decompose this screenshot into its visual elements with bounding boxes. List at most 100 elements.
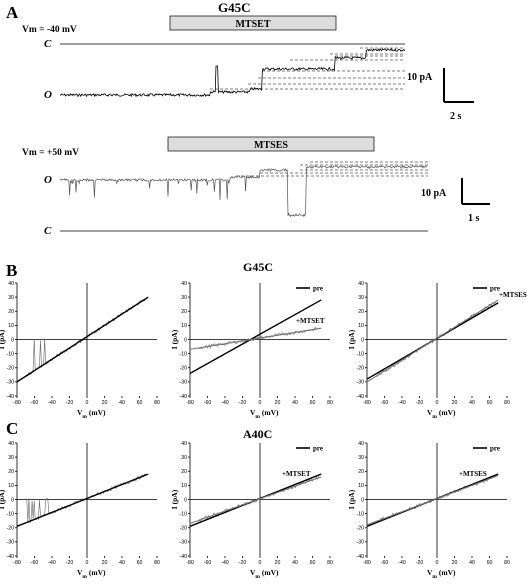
x-tick-label: 80 bbox=[327, 400, 333, 406]
series-line-pre bbox=[189, 299, 322, 375]
x-axis-label: Vm (mV) bbox=[77, 568, 106, 580]
y-tick-label: 40 bbox=[358, 281, 364, 287]
x-tick-label: 20 bbox=[102, 400, 108, 406]
x-tick-label: -40 bbox=[48, 400, 56, 406]
scale-label-y-2: 10 pA bbox=[421, 188, 447, 199]
x-tick-label: -80 bbox=[186, 400, 194, 406]
x-tick-label: -60 bbox=[204, 560, 212, 566]
x-tick-label: 20 bbox=[275, 560, 281, 566]
panel-label-c: C bbox=[6, 419, 18, 438]
series-line-iv bbox=[16, 473, 149, 527]
x-tick-label: 40 bbox=[469, 560, 475, 566]
x-tick-label: 40 bbox=[469, 400, 475, 406]
y-tick-label: -10 bbox=[357, 511, 365, 517]
y-tick-label: 30 bbox=[8, 455, 14, 461]
x-tick-label: -40 bbox=[398, 400, 406, 406]
y-tick-label: -40 bbox=[180, 394, 188, 400]
x-tick-label: 80 bbox=[154, 400, 160, 406]
x-axis-label: Vm (mV) bbox=[77, 408, 106, 420]
x-tick-label: 40 bbox=[292, 400, 298, 406]
x-tick-label: 60 bbox=[310, 560, 316, 566]
y-tick-label: 40 bbox=[358, 441, 364, 447]
open-label-1: O bbox=[44, 89, 52, 101]
y-axis-label: I (pA) bbox=[170, 489, 179, 509]
current-trace-1 bbox=[59, 47, 406, 98]
y-tick-label: 20 bbox=[8, 309, 14, 315]
vm-label-2: Vm = +50 mV bbox=[22, 148, 79, 158]
x-tick-label: 60 bbox=[137, 560, 143, 566]
x-tick-label: -40 bbox=[398, 560, 406, 566]
legend-mtset: +MTSET bbox=[282, 470, 311, 478]
x-tick-label: -20 bbox=[66, 400, 74, 406]
y-tick-label: 20 bbox=[181, 469, 187, 475]
x-tick-label: -20 bbox=[416, 400, 424, 406]
series-line-mtset bbox=[189, 327, 322, 350]
y-tick-label: 10 bbox=[181, 483, 187, 489]
y-tick-label: 10 bbox=[8, 323, 14, 329]
y-tick-label: -10 bbox=[180, 351, 188, 357]
panel-b-title: G45C bbox=[243, 260, 273, 274]
y-tick-label: -30 bbox=[357, 380, 365, 386]
x-tick-label: -40 bbox=[221, 560, 229, 566]
y-tick-label: 40 bbox=[181, 281, 187, 287]
legend-mtses: +MTSES bbox=[499, 291, 527, 299]
x-tick-label: 20 bbox=[102, 560, 108, 566]
y-tick-label: -20 bbox=[180, 366, 188, 372]
mtses-application-bar bbox=[167, 136, 375, 152]
series-line-mtset bbox=[189, 476, 322, 525]
y-tick-label: -30 bbox=[7, 540, 15, 546]
y-tick-label: -10 bbox=[180, 511, 188, 517]
y-tick-label: -30 bbox=[180, 380, 188, 386]
x-tick-label: 80 bbox=[504, 560, 510, 566]
x-axis-label: Vm (mV) bbox=[427, 568, 456, 580]
y-tick-label: 0 bbox=[184, 497, 187, 503]
x-tick-label: 40 bbox=[119, 400, 125, 406]
y-tick-label: 30 bbox=[181, 455, 187, 461]
y-tick-label: 10 bbox=[358, 483, 364, 489]
y-tick-label: 10 bbox=[358, 323, 364, 329]
x-tick-label: -60 bbox=[31, 400, 39, 406]
x-tick-label: 40 bbox=[292, 560, 298, 566]
panel-label-a: A bbox=[6, 3, 19, 22]
closed-label-2: C bbox=[44, 225, 52, 237]
scale-label-y-1: 10 pA bbox=[407, 72, 433, 83]
panel-label-b: B bbox=[6, 261, 17, 280]
x-tick-label: -80 bbox=[363, 560, 371, 566]
series-line-mtses bbox=[366, 474, 499, 526]
y-axis-label: I (pA) bbox=[0, 489, 6, 509]
scale-label-x-1: 2 s bbox=[450, 111, 462, 122]
y-tick-label: 40 bbox=[8, 281, 14, 287]
y-tick-label: 20 bbox=[358, 469, 364, 475]
x-tick-label: 0 bbox=[86, 400, 89, 406]
mtset-bar-label: MTSET bbox=[235, 19, 270, 30]
x-tick-label: -80 bbox=[13, 400, 21, 406]
x-tick-label: -80 bbox=[186, 560, 194, 566]
x-tick-label: 40 bbox=[119, 560, 125, 566]
legend-pre: pre bbox=[490, 285, 500, 293]
y-tick-label: -40 bbox=[357, 394, 365, 400]
iv-ramp-noise bbox=[198, 326, 319, 350]
panel-c-title: A40C bbox=[243, 427, 272, 441]
sublevel-dashes-2 bbox=[236, 161, 428, 177]
x-tick-label: -20 bbox=[416, 560, 424, 566]
y-tick-label: -30 bbox=[180, 540, 188, 546]
legend-pre: pre bbox=[313, 285, 323, 293]
x-tick-label: 0 bbox=[86, 560, 89, 566]
x-tick-label: -60 bbox=[31, 560, 39, 566]
y-tick-label: -30 bbox=[7, 380, 15, 386]
legend-pre: pre bbox=[490, 445, 500, 453]
y-tick-label: -40 bbox=[7, 554, 15, 560]
x-axis-label: Vm (mV) bbox=[250, 568, 279, 580]
y-axis-label: I (pA) bbox=[347, 489, 356, 509]
x-tick-label: 80 bbox=[504, 400, 510, 406]
y-tick-label: 0 bbox=[184, 337, 187, 343]
x-tick-label: 20 bbox=[452, 400, 458, 406]
x-tick-label: 60 bbox=[137, 400, 143, 406]
y-tick-label: 30 bbox=[358, 455, 364, 461]
series-line-iv bbox=[16, 296, 149, 383]
y-tick-label: 0 bbox=[11, 497, 14, 503]
